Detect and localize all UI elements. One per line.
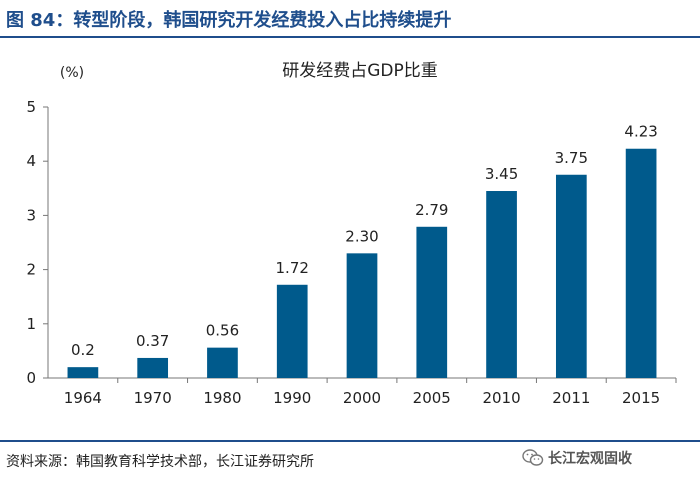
y-tick-label: 1 [26, 315, 36, 333]
x-tick-label: 1990 [273, 389, 311, 407]
wechat-icon [522, 449, 544, 467]
x-ticks: 1964 1970 1980 1990 2000 2005 2010 2011 2015 [64, 378, 677, 407]
bar [555, 174, 587, 378]
bar [207, 347, 238, 378]
figure-title: 图 84：转型阶段，韩国研究开发经费投入占比持续提升 [6, 10, 452, 31]
bar-value-label: 0.2 [71, 341, 95, 359]
y-unit-label: (%) [60, 65, 84, 81]
y-tick-label: 4 [26, 152, 36, 170]
y-tick-label: 2 [26, 261, 36, 279]
title-rule [0, 36, 700, 38]
bar-value-label: 0.56 [206, 322, 239, 340]
bar [67, 367, 99, 378]
bar [416, 226, 448, 378]
brand-name: 长江宏观固收 [548, 451, 632, 467]
y-tick-label: 0 [26, 369, 36, 387]
bar [276, 284, 308, 378]
y-ticks: 0 1 2 3 4 5 [26, 98, 48, 387]
source-note: 资料来源：韩国教育科学技术部，长江证券研究所 [6, 454, 314, 470]
chart-title: 研发经费占GDP比重 [282, 61, 438, 81]
value-labels: 0.2 0.37 0.56 1.72 2.30 2.79 3.45 3.75 4.23 [71, 123, 658, 359]
bars [67, 148, 657, 378]
y-tick-label: 3 [26, 206, 36, 224]
bar-value-label: 0.37 [136, 332, 169, 350]
bar-value-label: 3.45 [485, 165, 518, 183]
y-tick-label: 5 [26, 98, 36, 116]
brand-watermark: 长江宏观固收 [522, 448, 632, 468]
bar-value-label: 4.23 [624, 123, 657, 141]
footer-rule [0, 440, 700, 442]
bar [137, 357, 169, 378]
x-tick-label: 2015 [622, 389, 660, 407]
x-tick-label: 2011 [552, 389, 590, 407]
bar [625, 148, 657, 378]
x-tick-label: 2000 [343, 389, 381, 407]
x-tick-label: 1964 [64, 389, 102, 407]
x-tick-label: 2010 [482, 389, 520, 407]
bar [486, 191, 517, 378]
x-tick-label: 2005 [413, 389, 451, 407]
bar-value-label: 1.72 [276, 259, 309, 277]
bar-value-label: 3.75 [555, 149, 588, 167]
bar-value-label: 2.30 [345, 227, 378, 245]
bar-value-label: 2.79 [415, 201, 448, 219]
x-tick-label: 1980 [203, 389, 241, 407]
bar [346, 253, 378, 378]
bar-chart: 研发经费占GDP比重 (%) 0 1 2 3 4 5 0.2 0.37 0.56 1.72 2.3… [26, 61, 677, 407]
x-tick-label: 1970 [134, 389, 172, 407]
